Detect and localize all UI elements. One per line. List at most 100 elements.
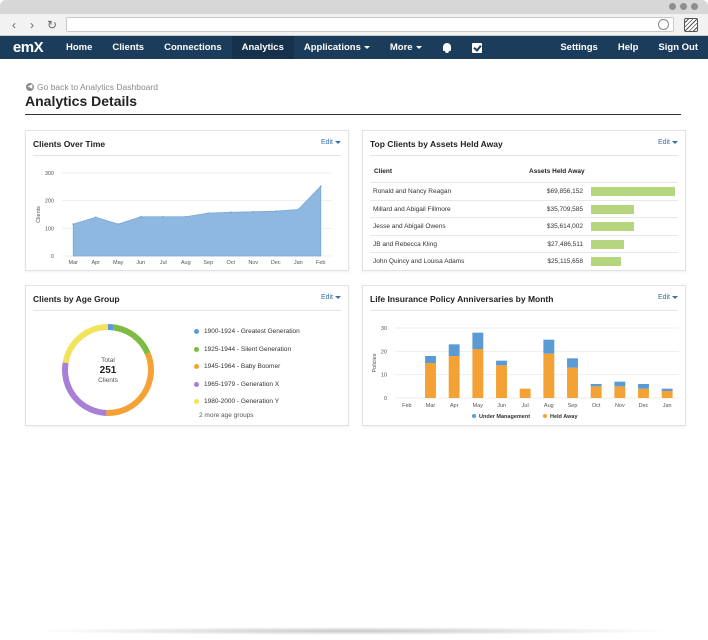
bar-held-away[interactable]	[448, 356, 460, 398]
chevron-down-icon	[335, 296, 341, 299]
edit-dropdown[interactable]: Edit	[321, 139, 341, 146]
legend-item[interactable]: 1925-1944 - Silent Generation	[194, 341, 300, 359]
nav-clients-label: Clients	[112, 42, 145, 53]
bar-under-management[interactable]	[661, 388, 673, 391]
clients-area-chart: 0 100 200 300 Mar Apr May Jun Jul Aug Sep Oct Nov Dec…	[36, 171, 332, 266]
bar-held-away[interactable]	[543, 353, 555, 398]
legend-item[interactable]: 1900-1924 - Greatest Generation	[194, 323, 300, 341]
nav-home-label: Home	[66, 42, 93, 53]
legend-item[interactable]: 1965-1979 - Generation X	[194, 376, 300, 394]
table-row[interactable]: Jesse and Abigail Owens $35,614,002	[370, 217, 678, 235]
donut-slice[interactable]	[112, 324, 151, 355]
bar-under-management[interactable]	[567, 358, 578, 368]
title-divider	[25, 114, 681, 115]
url-bar[interactable]	[66, 17, 674, 32]
legend-swatch	[543, 414, 547, 418]
x-tick-label: Jul	[522, 403, 529, 409]
legend-swatch	[194, 329, 199, 335]
bar-held-away[interactable]	[661, 391, 673, 398]
nav-clients[interactable]: Clients	[102, 36, 154, 59]
bar-under-management[interactable]	[638, 384, 649, 389]
data-point	[207, 212, 210, 215]
donut-slice[interactable]	[106, 352, 154, 416]
x-tick-label: Nov	[615, 403, 625, 409]
bar-under-management[interactable]	[590, 384, 602, 387]
x-tick-label: Jun	[497, 403, 506, 409]
legend-swatch	[194, 399, 199, 405]
x-tick-label: Aug	[544, 403, 554, 409]
table-row[interactable]: John Quincy and Louisa Adams $25,115,658	[370, 252, 678, 270]
window-controls[interactable]	[669, 3, 698, 10]
bar-held-away[interactable]	[590, 386, 602, 398]
nav-sign-out[interactable]: Sign Out	[648, 36, 708, 59]
bar-under-management[interactable]	[543, 339, 555, 354]
bar-under-management[interactable]	[448, 344, 460, 356]
assets-bar	[591, 257, 622, 266]
notifications-button[interactable]	[432, 36, 462, 59]
bar-under-management[interactable]	[425, 356, 436, 363]
bar-under-management[interactable]	[614, 381, 626, 387]
client-name: Millard and Abigail Fillmore	[373, 205, 451, 213]
legend-swatch	[472, 414, 476, 418]
panel-divider	[33, 310, 341, 311]
donut-slice[interactable]	[62, 324, 109, 364]
edit-dropdown[interactable]: Edit	[321, 294, 341, 301]
bar-held-away[interactable]	[496, 365, 507, 398]
page-shadow	[30, 627, 678, 635]
back-arrow-icon[interactable]: ‹	[12, 18, 16, 32]
bell-icon	[442, 42, 452, 53]
x-tick-label: Jan	[294, 260, 303, 266]
x-tick-label: Aug	[181, 260, 191, 266]
client-name: JB and Rebecca Kling	[373, 240, 437, 248]
forward-arrow-icon[interactable]: ›	[30, 18, 34, 32]
nav-sign-out-label: Sign Out	[658, 42, 698, 53]
bar-held-away[interactable]	[614, 386, 626, 398]
table-row[interactable]: JB and Rebecca Kling $27,486,511	[370, 234, 678, 253]
tasks-button[interactable]	[462, 36, 492, 59]
table-row[interactable]: Ronald and Nancy Reagan $69,856,152	[370, 182, 678, 200]
donut-total-value: 251	[99, 364, 117, 376]
extension-icon[interactable]	[684, 18, 698, 32]
bar-held-away[interactable]	[567, 367, 578, 398]
reload-icon[interactable]: ↻	[46, 18, 58, 32]
column-header-assets: Assets Held Away	[529, 168, 585, 175]
column-header-client: Client	[374, 168, 393, 175]
back-link-label: Go back to Analytics Dashboard	[37, 82, 158, 92]
nav-home[interactable]: Home	[56, 36, 102, 59]
bar-under-management[interactable]	[496, 360, 507, 366]
legend-swatch	[194, 346, 199, 352]
donut-slice[interactable]	[62, 362, 107, 416]
legend-label: 1945-1964 - Baby Boomer	[204, 363, 281, 371]
nav-settings-label: Settings	[560, 42, 598, 53]
panel-divider	[370, 155, 678, 156]
nav-more[interactable]: More	[380, 36, 432, 59]
legend-item[interactable]: 1945-1964 - Baby Boomer	[194, 358, 300, 376]
nav-analytics[interactable]: Analytics	[231, 36, 294, 59]
bar-held-away[interactable]	[519, 388, 531, 398]
back-to-dashboard-link[interactable]: ◀ Go back to Analytics Dashboard	[26, 82, 158, 92]
bar-held-away[interactable]	[472, 349, 484, 398]
emx-logo[interactable]: emX	[12, 39, 44, 56]
legend-item[interactable]: 1980-2000 - Generation Y	[194, 393, 300, 411]
client-name: Ronald and Nancy Reagan	[373, 188, 452, 195]
nav-applications[interactable]: Applications	[294, 36, 380, 59]
data-point	[162, 215, 165, 218]
edit-dropdown[interactable]: Edit	[658, 139, 678, 146]
bar-under-management[interactable]	[472, 332, 484, 349]
bar-held-away[interactable]	[425, 363, 436, 398]
x-tick-label: Nov	[248, 260, 258, 266]
page-title: Analytics Details	[25, 93, 138, 109]
table-row[interactable]: Millard and Abigail Fillmore $35,709,585	[370, 199, 678, 218]
nav-help[interactable]: Help	[608, 36, 649, 59]
x-tick-label: Jun	[136, 260, 145, 266]
data-point	[297, 208, 300, 211]
nav-settings[interactable]: Settings	[550, 36, 607, 59]
more-age-groups-link[interactable]: 2 more age groups	[199, 412, 254, 419]
assets-value: $35,614,002	[546, 223, 583, 230]
policies-bar-chart: 0 10 20 30 Feb Mar Apr May Jun Jul Aug Sep Oct Nov Dec…	[372, 326, 679, 420]
edit-dropdown[interactable]: Edit	[658, 294, 678, 301]
chevron-down-icon	[672, 141, 678, 144]
x-tick-label: Sep	[203, 260, 213, 266]
nav-connections[interactable]: Connections	[154, 36, 232, 59]
bar-held-away[interactable]	[638, 388, 649, 398]
